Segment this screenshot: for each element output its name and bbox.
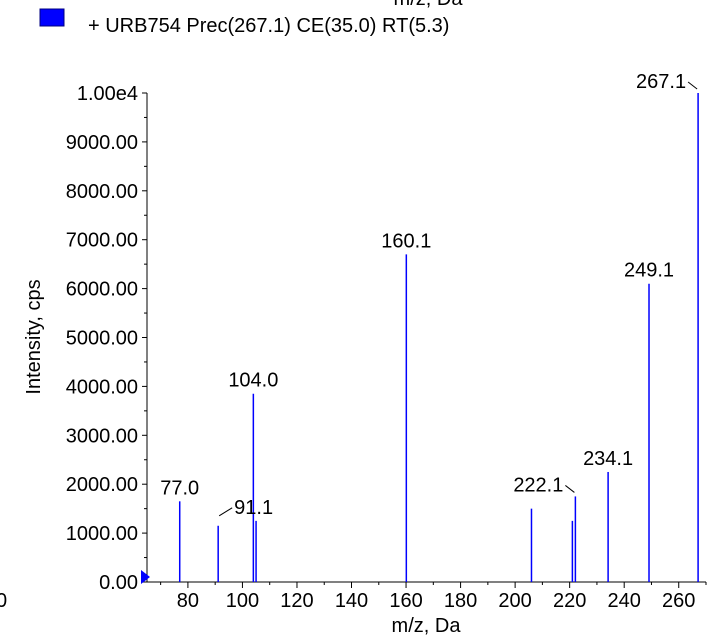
y-tick-label: 2000.00 [66, 474, 138, 496]
x-tick-label: 200 [498, 590, 531, 612]
y-tick-label: 6000.00 [66, 279, 138, 301]
peak-label: 234.1 [583, 448, 633, 470]
peak-label: 222.1 [513, 474, 563, 496]
peak-label: 249.1 [624, 260, 674, 282]
peak-label: 91.1 [234, 497, 273, 519]
peak-label-leader [565, 485, 575, 493]
peak-label: 267.1 [636, 71, 686, 93]
x-tick-label: 140 [335, 590, 368, 612]
y-tick-label: 3000.00 [66, 425, 138, 447]
peak-label-leader [218, 507, 233, 517]
y-tick-label: 4000.00 [66, 376, 138, 398]
y-tick-label: 8000.00 [66, 181, 138, 203]
x-tick-label: 80 [177, 590, 199, 612]
legend-swatch [39, 8, 65, 27]
peak-labels: 77.0 91.1 104.0 160.1 222.1 234.1 249.1 267.1 [160, 71, 698, 519]
peak-label: 77.0 [160, 477, 199, 499]
x-axis-title: m/z, Da [392, 615, 462, 637]
y-tick-label: 0.00 [99, 572, 138, 594]
x-tick-label: 180 [444, 590, 477, 612]
x-tick-label: 120 [280, 590, 313, 612]
y-axis-ticks: 0.00 1000.00 2000.00 3000.00 4000.00 5000.00 6… [66, 83, 147, 594]
peak-label: 104.0 [228, 370, 278, 392]
y-tick-label: 5000.00 [66, 328, 138, 350]
x-tick-label: 240 [608, 590, 641, 612]
legend-label: + URB754 Prec(267.1) CE(35.0) RT(5.3) [88, 15, 449, 37]
peak-label: 160.1 [381, 230, 431, 252]
x-axis-ticks: 80 100 120 140 160 180 200 220 240 260 [160, 582, 707, 612]
y-tick-label: 1000.00 [66, 523, 138, 545]
y-tick-label: 1.00e4 [77, 83, 138, 105]
zero-marker-icon [141, 570, 150, 584]
y-axis-title: Intensity, cps [23, 279, 45, 394]
y-tick-label: 9000.00 [66, 132, 138, 154]
y-tick-label: 7000.00 [66, 230, 138, 252]
x-tick-label: 100 [226, 590, 259, 612]
left-cut-label: 0 [0, 590, 7, 612]
x-tick-label: 220 [553, 590, 586, 612]
peak-label-leader [687, 81, 698, 90]
x-tick-label: 160 [389, 590, 422, 612]
x-tick-label: 260 [662, 590, 695, 612]
peak-bars [178, 93, 699, 582]
top-axis-title-clipped: m/z, Da [394, 0, 464, 10]
